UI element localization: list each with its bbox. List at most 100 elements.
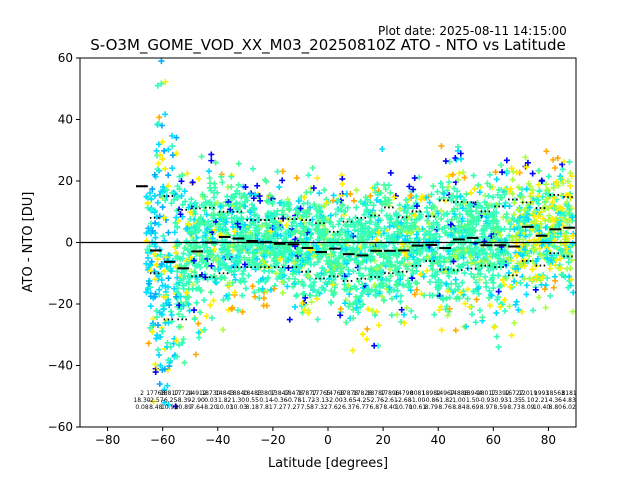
- scatter-point: [270, 247, 277, 254]
- scatter-point: [370, 202, 377, 209]
- scatter-point: [493, 310, 500, 317]
- scatter-point: [400, 222, 407, 229]
- scatter-point: [238, 278, 245, 285]
- scatter-point: [451, 252, 458, 259]
- scatter-point: [395, 265, 402, 272]
- bin-annotation: 7.58: [301, 404, 315, 411]
- scatter-point: [529, 170, 536, 177]
- scatter-point: [462, 246, 469, 253]
- bin-annotation: 1.00: [452, 397, 466, 404]
- scatter-point: [463, 207, 470, 214]
- scatter-point: [523, 291, 530, 298]
- scatter-point: [228, 183, 235, 190]
- scatter-point: [212, 227, 219, 234]
- scatter-point: [193, 299, 200, 306]
- scatter-point: [195, 261, 202, 268]
- scatter-point: [456, 170, 463, 177]
- scatter-point: [295, 250, 302, 257]
- scatter-point: [558, 271, 565, 278]
- scatter-point: [435, 225, 442, 232]
- scatter-point: [297, 215, 304, 222]
- scatter-point: [249, 232, 256, 239]
- scatter-point: [290, 283, 297, 290]
- scatter-point: [238, 209, 245, 216]
- scatter-point: [266, 252, 273, 259]
- bin-annotation: 8.84: [452, 404, 466, 411]
- scatter-point: [473, 279, 480, 286]
- scatter-point: [368, 240, 375, 247]
- scatter-point: [462, 225, 469, 232]
- scatter-point: [474, 271, 481, 278]
- scatter-point: [266, 235, 273, 242]
- scatter-point: [410, 270, 417, 277]
- scatter-point: [230, 255, 237, 262]
- scatter-point: [451, 287, 458, 294]
- scatter-point: [457, 227, 464, 234]
- scatter-point: [208, 151, 215, 158]
- bin-annotation: 6.37: [342, 404, 356, 411]
- scatter-point: [492, 169, 499, 176]
- bin-annotation: 1.30: [232, 397, 246, 404]
- scatter-point: [552, 277, 559, 284]
- scatter-point: [156, 114, 163, 121]
- scatter-point: [330, 291, 337, 298]
- scatter-point: [179, 255, 186, 262]
- scatter-point: [490, 324, 497, 331]
- bin-annotation: -1.35: [506, 397, 522, 404]
- scatter-point: [191, 228, 198, 235]
- scatter-point: [297, 235, 304, 242]
- scatter-point: [211, 246, 218, 253]
- scatter-point: [398, 306, 405, 313]
- scatter-point: [207, 223, 214, 230]
- scatter-point: [459, 205, 466, 212]
- scatter-point: [188, 196, 195, 203]
- scatter-point: [467, 189, 474, 196]
- scatter-point: [339, 201, 346, 208]
- scatter-point: [453, 295, 460, 302]
- scatter-point: [445, 183, 452, 190]
- scatter-point: [283, 222, 290, 229]
- scatter-point: [215, 259, 222, 266]
- scatter-point: [162, 319, 169, 326]
- scatter-point: [234, 220, 241, 227]
- scatter-point: [518, 308, 525, 315]
- scatter-point: [168, 267, 175, 274]
- scatter-point: [387, 169, 394, 176]
- bin-annotation: 6.02: [562, 404, 576, 411]
- scatter-point: [503, 211, 510, 218]
- scatter-point: [355, 278, 362, 285]
- scatter-point: [291, 304, 298, 311]
- bin-annotation: 8.79: [425, 404, 439, 411]
- bin-annotation: 0.08: [135, 404, 149, 411]
- scatter-point: [550, 156, 557, 163]
- scatter-point: [543, 181, 550, 188]
- scatter-point: [402, 252, 409, 259]
- scatter-point: [531, 218, 538, 225]
- scatter-point: [386, 284, 393, 291]
- scatter-point: [346, 291, 353, 298]
- scatter-point: [516, 192, 523, 199]
- scatter-point: [175, 323, 182, 330]
- scatter-point: [473, 296, 480, 303]
- scatter-point: [563, 245, 570, 252]
- scatter-point: [156, 286, 163, 293]
- scatter-point: [219, 214, 226, 221]
- scatter-point: [310, 282, 317, 289]
- scatter-point: [536, 227, 543, 234]
- scatter-point: [240, 267, 247, 274]
- scatter-point: [533, 273, 540, 280]
- scatter-point: [175, 341, 182, 348]
- scatter-point: [374, 181, 381, 188]
- scatter-point: [391, 194, 398, 201]
- scatter-point: [515, 223, 522, 230]
- scatter-point: [543, 148, 550, 155]
- scatter-point: [226, 250, 233, 257]
- scatter-point: [530, 307, 537, 314]
- scatter-point: [226, 279, 233, 286]
- scatter-point: [532, 208, 539, 215]
- scatter-point: [235, 216, 242, 223]
- scatter-point: [438, 327, 445, 334]
- scatter-point: [265, 210, 272, 217]
- scatter-point: [173, 293, 180, 300]
- scatter-point: [303, 189, 310, 196]
